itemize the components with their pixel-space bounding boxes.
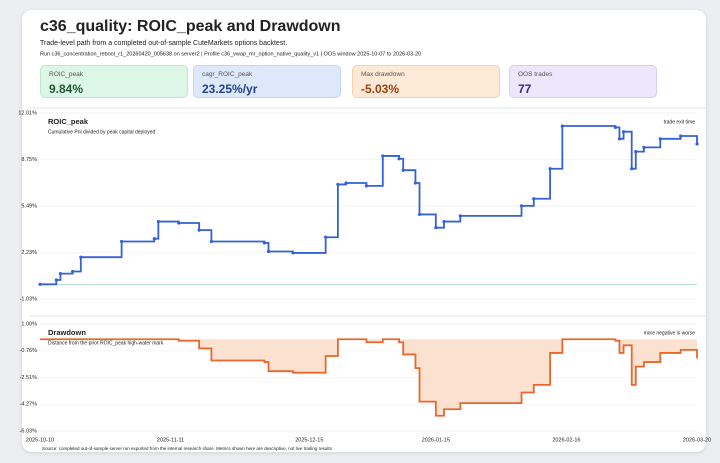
trade-point [658, 137, 662, 141]
trade-point [695, 142, 699, 146]
trade-point [613, 125, 617, 130]
trade-point [266, 249, 271, 254]
x-tick-label: 2025-12-15 [295, 437, 323, 443]
y-tick-label: -6.03% [20, 428, 38, 434]
x-tick-label: 2025-11-11 [157, 437, 184, 443]
trade-point [642, 145, 646, 149]
y-tick-label: -1.03% [20, 296, 38, 302]
trade-point [344, 181, 348, 185]
trade-point [434, 226, 438, 230]
y-tick-label: -0.76% [20, 348, 38, 354]
trade-point [397, 157, 401, 161]
trade-point [262, 241, 267, 245]
trade-point [38, 282, 42, 286]
y-tick-label: 5.49% [21, 203, 37, 209]
series-line [40, 125, 698, 286]
trade-point [120, 239, 124, 244]
panel-subtitle: Cumulative Pnl divided by peak capital d… [48, 129, 156, 135]
y-tick-label: 12.01% [18, 110, 37, 116]
kpi-label: ROIC_peak [49, 71, 83, 78]
y-tick-label: 1.00% [21, 321, 37, 327]
page-subtitle: Trade-level path from a completed out-of… [40, 40, 287, 47]
x-tick-label: 2026-02-16 [552, 437, 580, 443]
kpi-label: OOS trades [518, 71, 553, 78]
trade-point [401, 168, 405, 172]
trade-point [336, 182, 340, 187]
panel-subtitle: Distance from the prior ROIC_peak high-w… [48, 340, 164, 346]
kpi-value: 9.84% [49, 82, 84, 96]
series-line [40, 338, 698, 417]
panel-title: ROIC_peak [48, 117, 89, 126]
trade-point [519, 204, 524, 208]
trade-point [630, 167, 634, 171]
trade-point [324, 235, 328, 239]
trade-point [617, 137, 622, 141]
trade-point [54, 278, 58, 282]
y-tick-label: 8.75% [21, 157, 37, 163]
y-tick-label: -2.51% [20, 375, 38, 381]
page-title: c36_quality: ROIC_peak and Drawdown [40, 18, 341, 35]
trade-point [634, 150, 638, 154]
trade-point [679, 134, 683, 138]
trade-point [560, 124, 564, 128]
trade-point [209, 239, 213, 244]
kpi-value: 77 [518, 82, 532, 96]
kpi-card: ROIC_peak 9.84% [40, 65, 188, 98]
trade-point [58, 272, 63, 276]
x-tick-label: 2026-03-20 [683, 437, 711, 443]
kpi-card: cagr_ROIC_peak 23.25%/yr [193, 65, 341, 98]
trade-point [152, 237, 156, 241]
y-tick-label: 2.23% [21, 250, 37, 256]
kpi-card: OOS trades 77 [509, 65, 657, 98]
trade-point [156, 219, 160, 224]
trade-point [177, 221, 181, 225]
panel-title: Drawdown [48, 328, 86, 337]
x-tick-label: 2025-10-10 [26, 437, 54, 443]
kpi-value: 23.25%/yr [202, 82, 258, 96]
kpi-value: -5.03% [361, 82, 400, 96]
kpi-label: cagr_ROIC_peak [202, 71, 253, 78]
trade-point [621, 130, 626, 134]
trade-point [442, 219, 446, 224]
area [40, 339, 697, 416]
kpi-label: Max drawdown [361, 71, 405, 78]
trade-point [71, 269, 75, 274]
trade-point [417, 212, 422, 217]
kpi-card: Max drawdown -5.03% [352, 65, 500, 98]
run-info: Run c36_concentration_reboot_r1_20260420… [40, 51, 421, 57]
y-tick-label: -4.27% [20, 402, 38, 408]
trade-point [458, 214, 462, 218]
panel-note: more negative is worse [644, 330, 696, 336]
trade-point [548, 167, 552, 171]
trade-point [413, 181, 418, 185]
x-tick-label: 2026-01-15 [422, 437, 450, 443]
trade-point [532, 197, 536, 201]
trade-point [79, 255, 83, 259]
trade-point [197, 228, 201, 232]
source-note: Source: completed out-of-sample server r… [42, 446, 333, 451]
trade-point [364, 184, 369, 188]
trade-point [381, 154, 385, 158]
trade-point [291, 251, 295, 255]
panel-note: trade exit time [664, 119, 696, 125]
